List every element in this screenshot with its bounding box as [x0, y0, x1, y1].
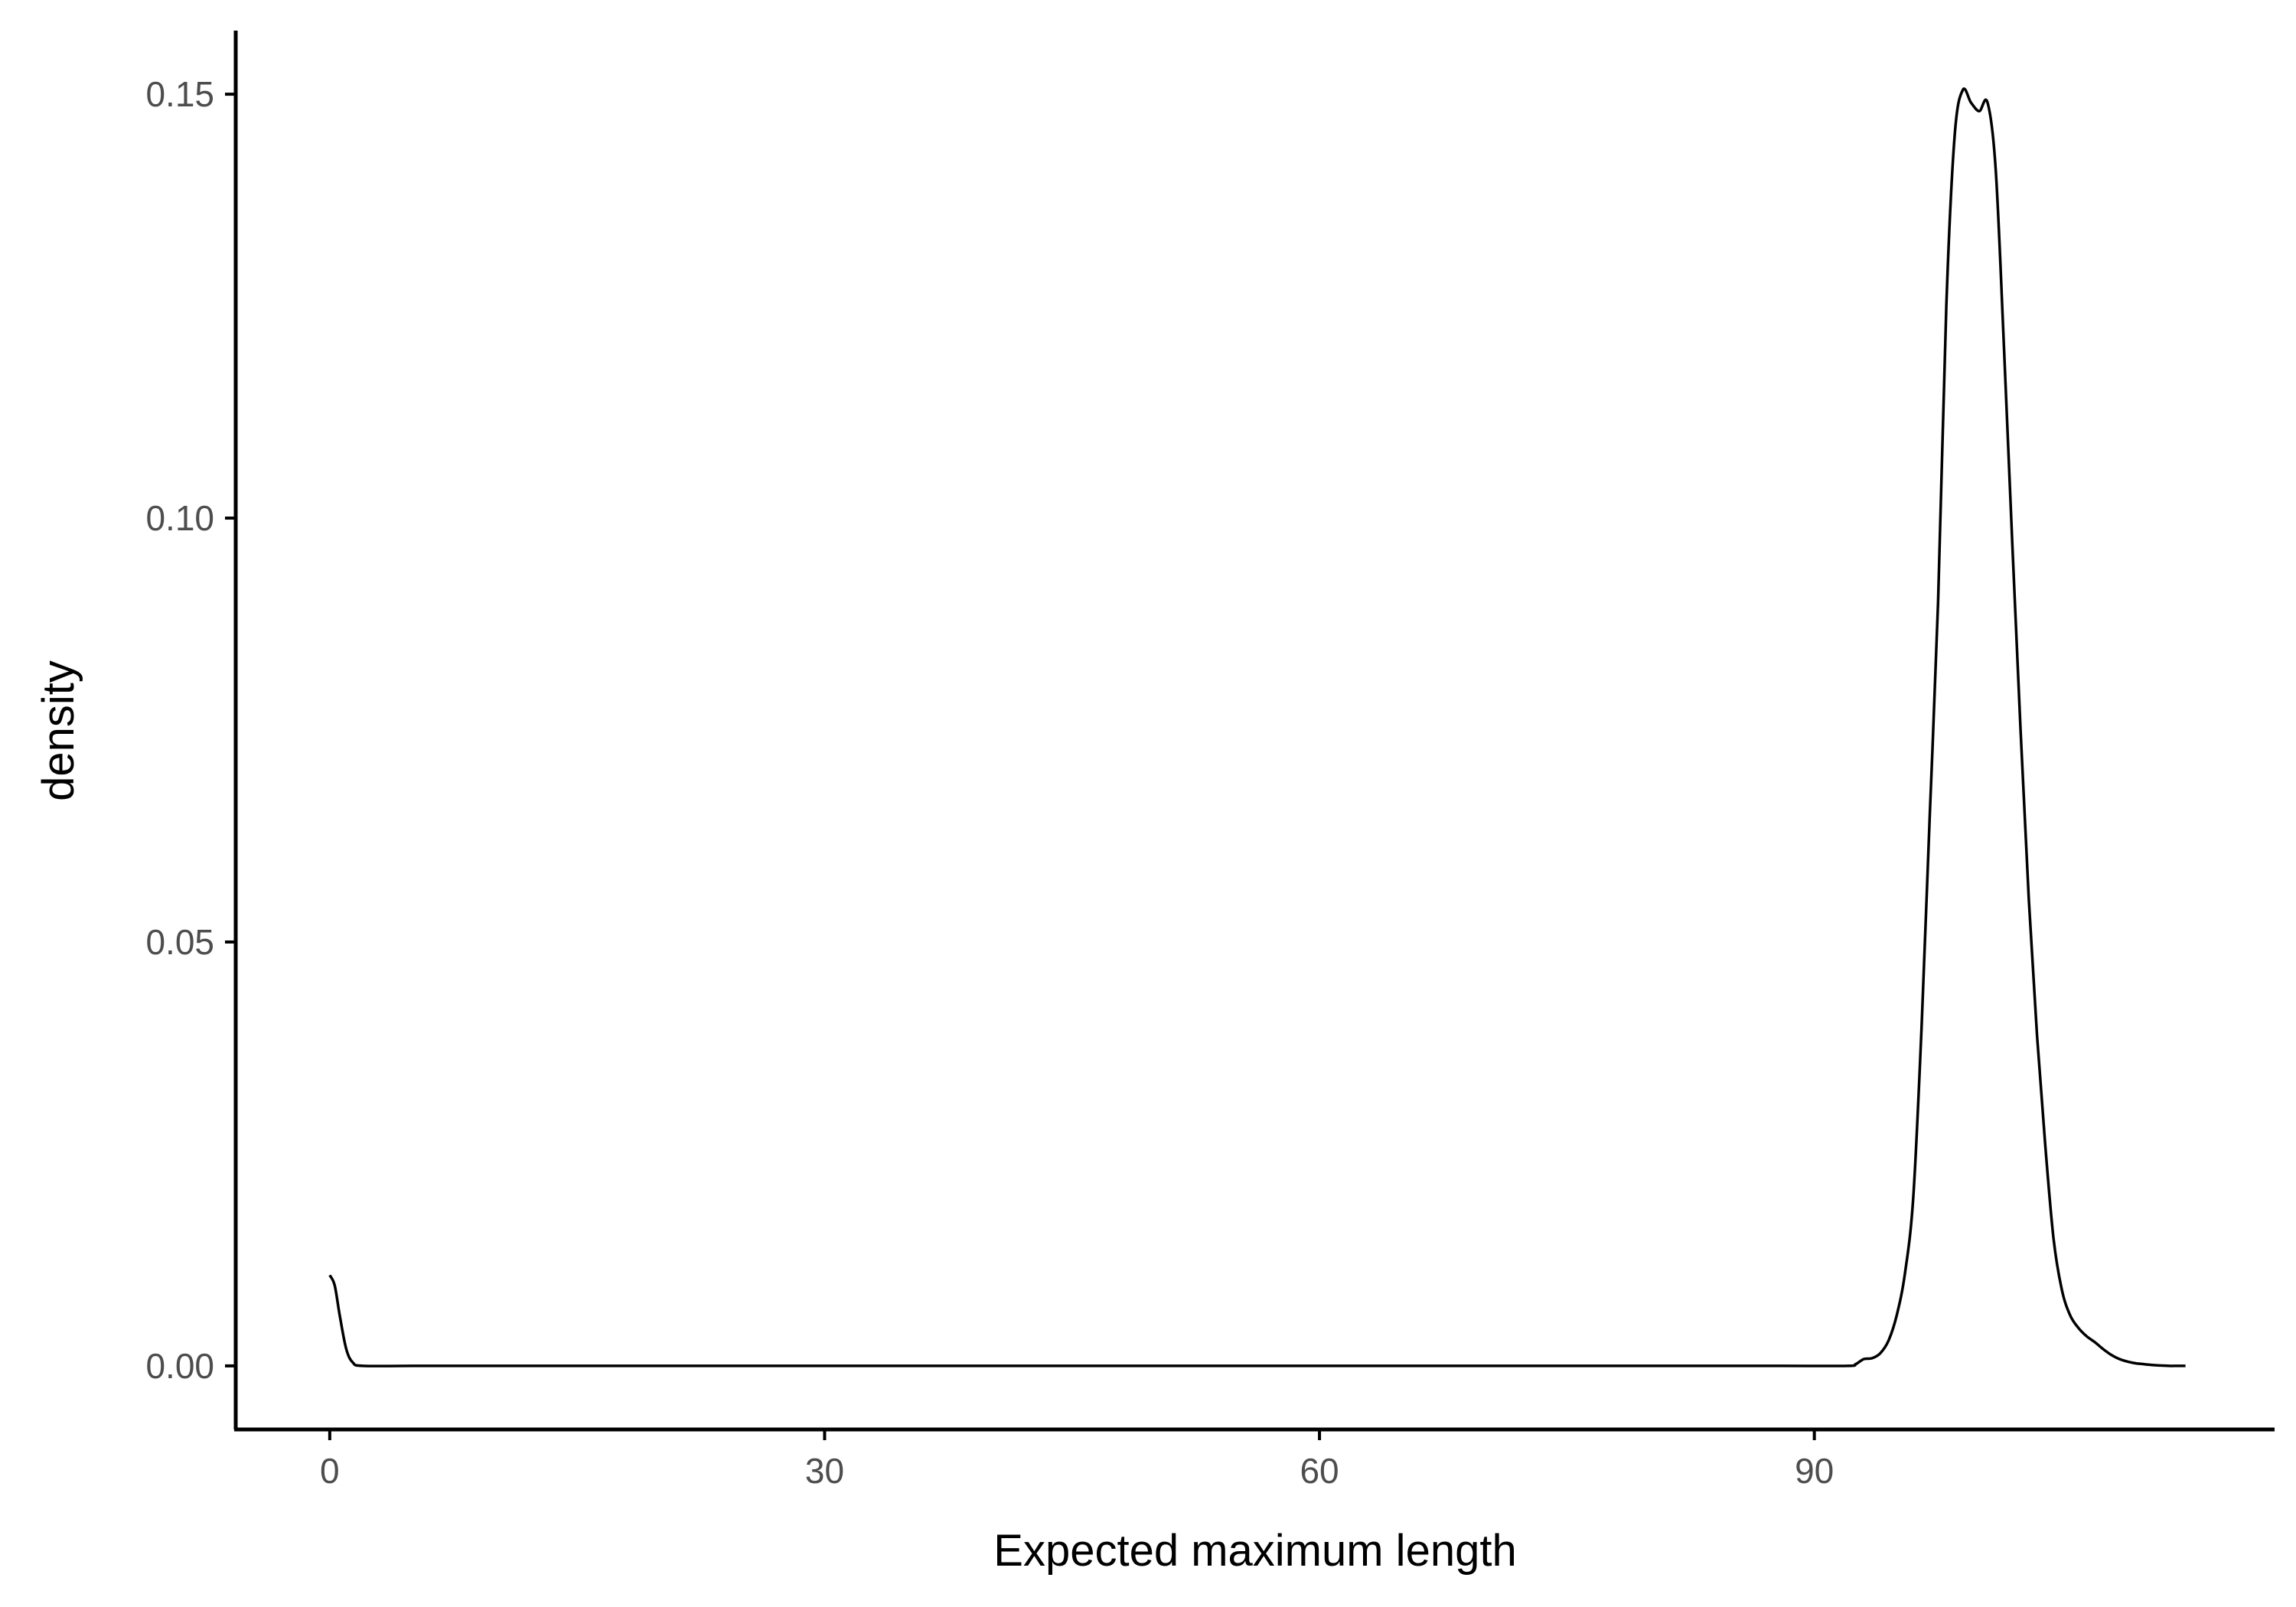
y-axis-ticks: 0.00 0.05 0.10 0.15: [145, 74, 236, 1386]
y-tick-label: 0.15: [145, 74, 214, 114]
y-tick-label: 0.10: [145, 498, 214, 538]
y-tick-label: 0.05: [145, 922, 214, 962]
x-tick-label: 0: [320, 1451, 340, 1491]
x-tick-label: 30: [805, 1451, 844, 1491]
plot-area: [328, 87, 2186, 1367]
x-axis-ticks: 0 30 60 90: [320, 1429, 1834, 1491]
x-axis-title: Expected maximum length: [993, 1526, 1516, 1576]
y-axis-title: density: [34, 660, 83, 801]
density-curve: [328, 87, 2186, 1367]
x-tick-label: 90: [1795, 1451, 1834, 1491]
x-tick-label: 60: [1300, 1451, 1339, 1491]
y-tick-label: 0.00: [145, 1346, 214, 1386]
